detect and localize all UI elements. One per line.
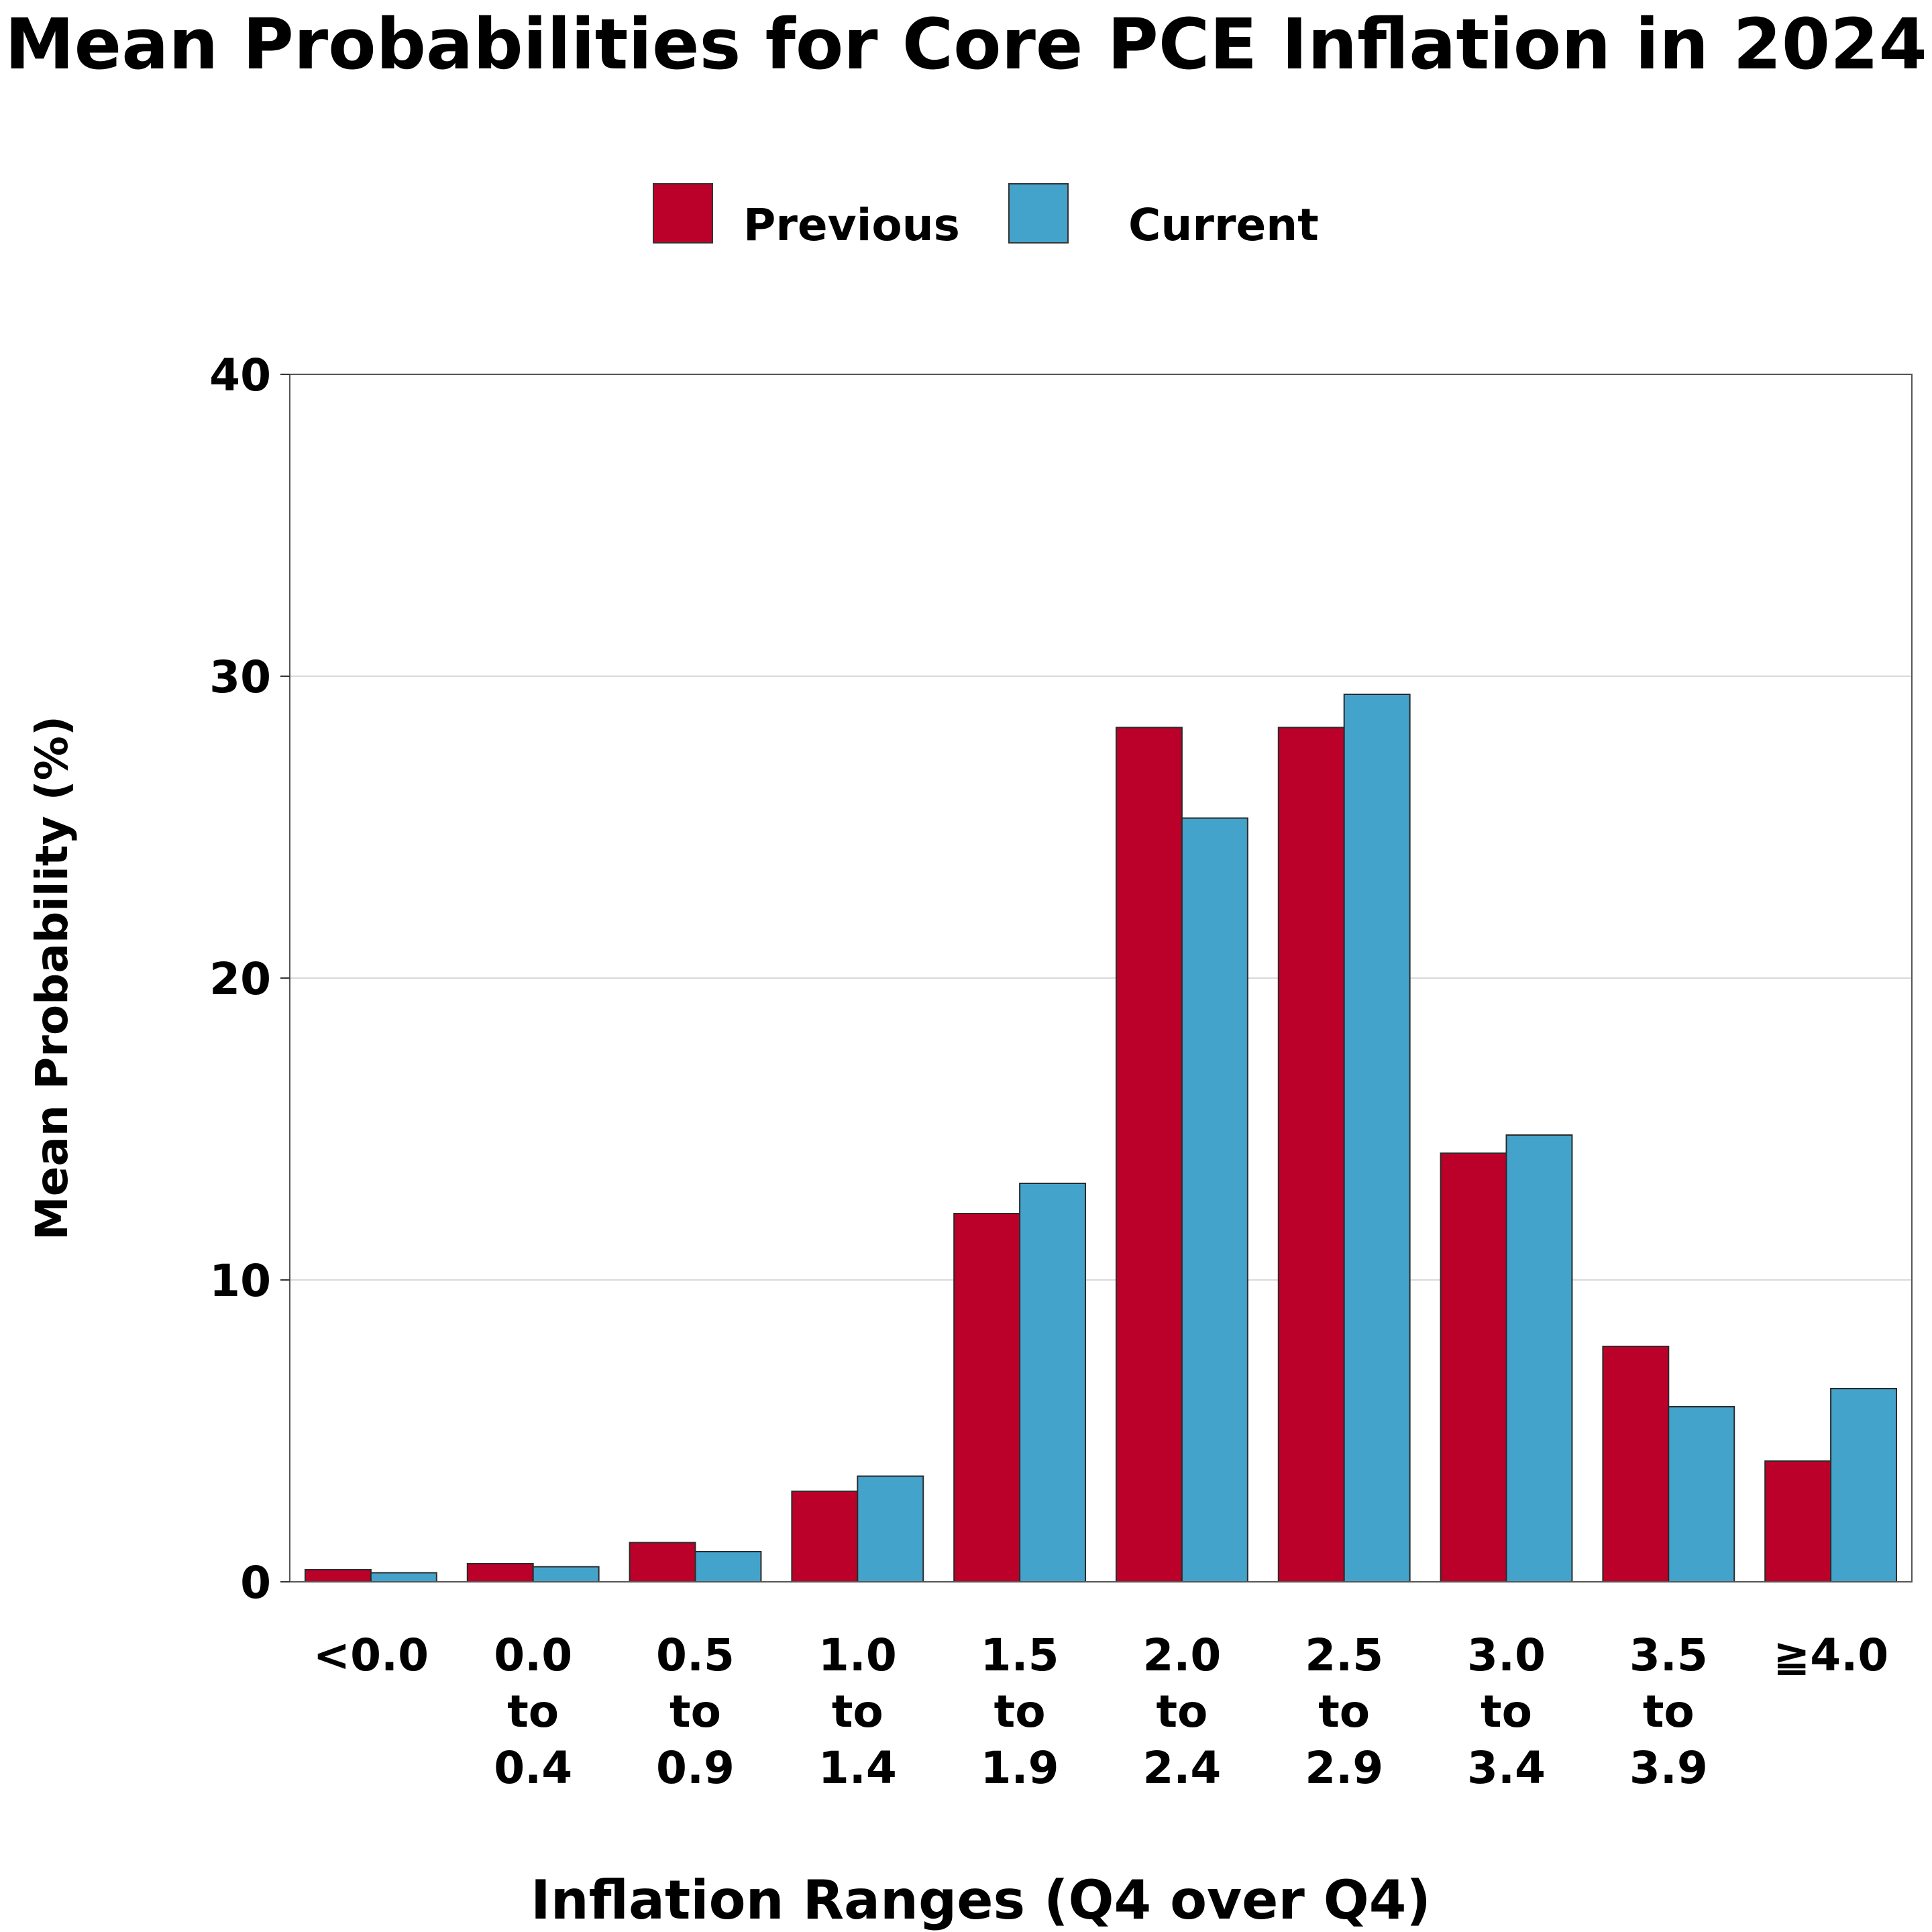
legend-label-previous: Previous (743, 199, 960, 251)
x-tick-label-line: to (832, 1686, 883, 1737)
legend-swatch-previous (653, 183, 713, 244)
bar-current (370, 1572, 437, 1582)
x-tick-label-line: to (1156, 1686, 1208, 1737)
x-tick-label-line: to (994, 1686, 1046, 1737)
bar-previous (1115, 727, 1183, 1582)
chart-title: Mean Probabilities for Core PCE Inflatio… (5, 3, 1927, 85)
x-tick-label-line: 2.9 (1305, 1742, 1383, 1794)
x-tick-label-line: ≧4.0 (1773, 1629, 1888, 1681)
x-tick-label-line: 3.0 (1467, 1629, 1546, 1681)
x-tick-label-line: 1.0 (818, 1629, 897, 1681)
y-tick-label: 20 (209, 953, 271, 1005)
x-tick-label-line: 0.9 (656, 1742, 735, 1794)
x-tick-label-line: 1.5 (981, 1629, 1059, 1681)
x-tick-label-line: to (1481, 1686, 1532, 1737)
bar-current (857, 1475, 924, 1582)
x-axis: <0.0 0.0to0.40.5to0.91.0to1.41.5to1.92.0t… (313, 1629, 1888, 1794)
x-tick-label-line: to (669, 1686, 721, 1737)
bar-previous (953, 1213, 1021, 1582)
bar-previous (466, 1563, 534, 1582)
bar-current (1830, 1388, 1898, 1582)
bar-current (1668, 1406, 1735, 1582)
legend-label-current: Current (1128, 199, 1319, 251)
x-tick-label-line: 0.5 (656, 1629, 735, 1681)
x-tick-label-line: 3.5 (1629, 1629, 1708, 1681)
y-tick-label: 30 (209, 651, 271, 703)
bar-current (1181, 817, 1248, 1582)
x-tick-label-line: <0.0 (313, 1629, 429, 1681)
y-axis-label: Mean Probability (%) (26, 716, 78, 1240)
x-tick-label-line: 3.9 (1629, 1742, 1708, 1794)
y-tick-label: 0 (240, 1557, 271, 1609)
bar-previous (1764, 1460, 1832, 1582)
y-tick-label: 10 (209, 1255, 271, 1307)
x-tick-label-line: 0.4 (494, 1742, 572, 1794)
x-axis-label: Inflation Ranges (Q4 over Q4) (531, 1869, 1431, 1931)
x-tick-label-line: 1.4 (818, 1742, 897, 1794)
x-tick-label-line: 1.9 (981, 1742, 1059, 1794)
bar-current (694, 1551, 762, 1582)
bar-previous (304, 1569, 372, 1582)
x-tick-label-line: to (1318, 1686, 1370, 1737)
x-tick-label-line: 2.5 (1305, 1629, 1383, 1681)
x-tick-label-line: to (507, 1686, 559, 1737)
x-tick-label-line: 0.0 (494, 1629, 572, 1681)
bar-previous (1277, 727, 1345, 1582)
bar-current (1343, 694, 1411, 1582)
bar-previous (1602, 1346, 1670, 1582)
legend-swatch-current (1008, 183, 1069, 244)
x-tick-label-line: 2.0 (1142, 1629, 1221, 1681)
y-axis: 0 10 20 30 40 (209, 350, 290, 1609)
bar-previous (1440, 1152, 1507, 1582)
bar-previous (791, 1491, 859, 1582)
bars (304, 694, 1898, 1582)
bar-current (1019, 1183, 1087, 1582)
x-tick-label-line: 3.4 (1467, 1742, 1546, 1794)
bar-current (532, 1566, 600, 1582)
legend: Previous Current (653, 183, 1319, 251)
bar-current (1505, 1134, 1573, 1582)
gridlines (290, 676, 1912, 1281)
y-tick-label: 40 (209, 350, 271, 401)
x-tick-label: <0.0 (313, 1629, 429, 1681)
x-tick-label: ≧4.0 (1773, 1629, 1888, 1681)
x-tick-label-line: 2.4 (1142, 1742, 1221, 1794)
x-tick-label-line: to (1643, 1686, 1695, 1737)
bar-previous (629, 1542, 696, 1582)
